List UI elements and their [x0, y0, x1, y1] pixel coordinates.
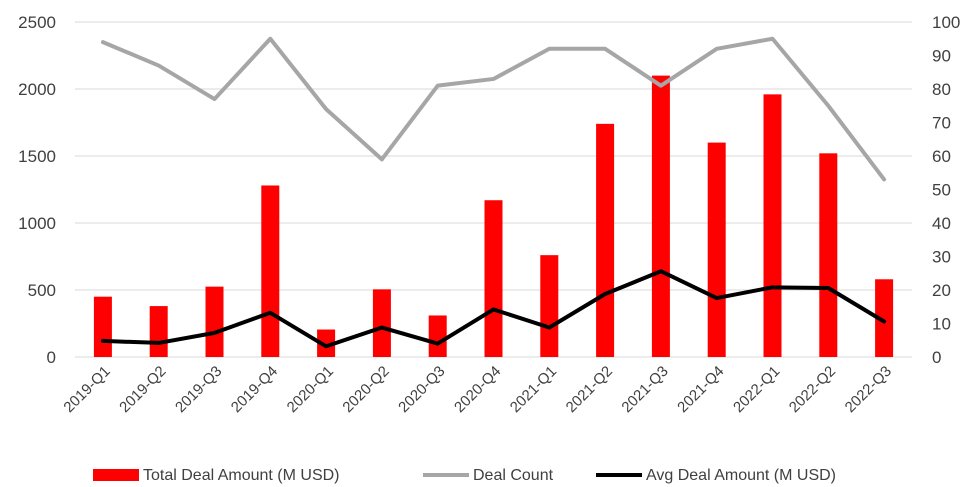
x-tick-label: 2020-Q2: [339, 363, 392, 416]
bar: [652, 76, 670, 357]
x-tick-label: 2021-Q4: [674, 363, 727, 416]
right-tick-label: 40: [932, 214, 951, 233]
bar: [373, 289, 391, 357]
x-tick-label: 2021-Q3: [618, 363, 671, 416]
x-tick-label: 2019-Q2: [116, 363, 169, 416]
right-tick-label: 70: [932, 114, 951, 133]
right-tick-label: 100: [932, 13, 960, 32]
left-tick-label: 2000: [18, 80, 56, 99]
bar-series-total-deal-amount: [94, 76, 893, 357]
bar: [429, 315, 447, 357]
bar: [261, 185, 279, 357]
x-tick-label: 2019-Q4: [228, 363, 281, 416]
x-tick-label: 2022-Q3: [842, 363, 895, 416]
right-tick-label: 0: [932, 348, 941, 367]
right-tick-label: 30: [932, 248, 951, 267]
bar: [485, 200, 503, 357]
right-axis-ticks: 0 10 20 30 40 50 60 70 80 90 100: [932, 13, 960, 367]
x-tick-label: 2020-Q4: [451, 363, 504, 416]
bar: [819, 153, 837, 357]
legend: Total Deal Amount (M USD) Deal Count Avg D…: [93, 467, 836, 484]
left-tick-label: 1000: [18, 214, 56, 233]
right-tick-label: 10: [932, 315, 951, 334]
right-tick-label: 80: [932, 80, 951, 99]
left-tick-label: 0: [47, 348, 56, 367]
legend-label: Deal Count: [473, 467, 554, 484]
x-tick-label: 2022-Q1: [730, 363, 783, 416]
x-tick-label: 2019-Q3: [172, 363, 225, 416]
bar: [708, 143, 726, 357]
bar: [94, 297, 112, 357]
bar: [150, 306, 168, 357]
legend-label: Total Deal Amount (M USD): [143, 467, 340, 484]
bar: [764, 94, 782, 357]
x-tick-label: 2020-Q3: [395, 363, 448, 416]
x-axis-ticks: 2019-Q1 2019-Q2 2019-Q3 2019-Q4 2020-Q1 2020-…: [60, 363, 894, 416]
x-tick-label: 2021-Q1: [507, 363, 560, 416]
legend-swatch: [93, 469, 139, 481]
legend-label: Avg Deal Amount (M USD): [646, 467, 836, 484]
right-tick-label: 90: [932, 47, 951, 66]
x-tick-label: 2019-Q1: [60, 363, 113, 416]
bar: [540, 255, 558, 357]
bar: [596, 124, 614, 357]
right-tick-label: 50: [932, 181, 951, 200]
right-tick-label: 20: [932, 281, 951, 300]
left-tick-label: 2500: [18, 13, 56, 32]
left-tick-label: 1500: [18, 147, 56, 166]
bar: [206, 287, 224, 357]
left-tick-label: 500: [28, 281, 56, 300]
x-tick-label: 2022-Q2: [786, 363, 839, 416]
right-tick-label: 60: [932, 147, 951, 166]
x-tick-label: 2021-Q2: [563, 363, 616, 416]
x-tick-label: 2020-Q1: [284, 363, 337, 416]
left-axis-ticks: 0 500 1000 1500 2000 2500: [18, 13, 56, 367]
